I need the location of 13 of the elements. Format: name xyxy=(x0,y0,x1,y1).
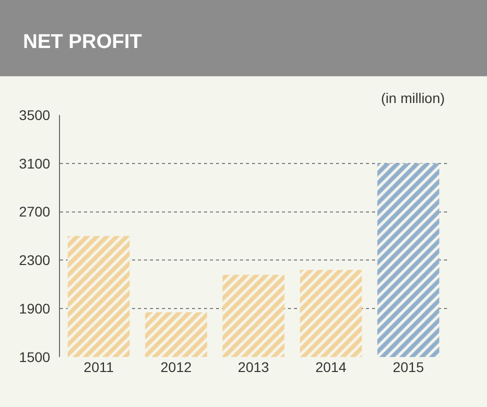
y-tick-label: 2300 xyxy=(19,252,50,268)
y-tick-label: 2700 xyxy=(19,204,50,220)
x-tick-label: 2011 xyxy=(84,359,114,375)
x-tick-label: 2014 xyxy=(315,359,347,375)
text: (in million) xyxy=(381,90,445,106)
y-tick-label: 3500 xyxy=(19,106,50,123)
x-tick-label: 2012 xyxy=(160,359,192,375)
x-tick-label: 2013 xyxy=(238,359,270,375)
y-tick-label: 1500 xyxy=(19,348,50,365)
y-tick-label: 3100 xyxy=(19,155,50,172)
x-tick-label: 2015 xyxy=(392,359,424,375)
y-tick-label: 1900 xyxy=(19,300,50,316)
chart-title: NET PROFIT xyxy=(23,31,142,53)
